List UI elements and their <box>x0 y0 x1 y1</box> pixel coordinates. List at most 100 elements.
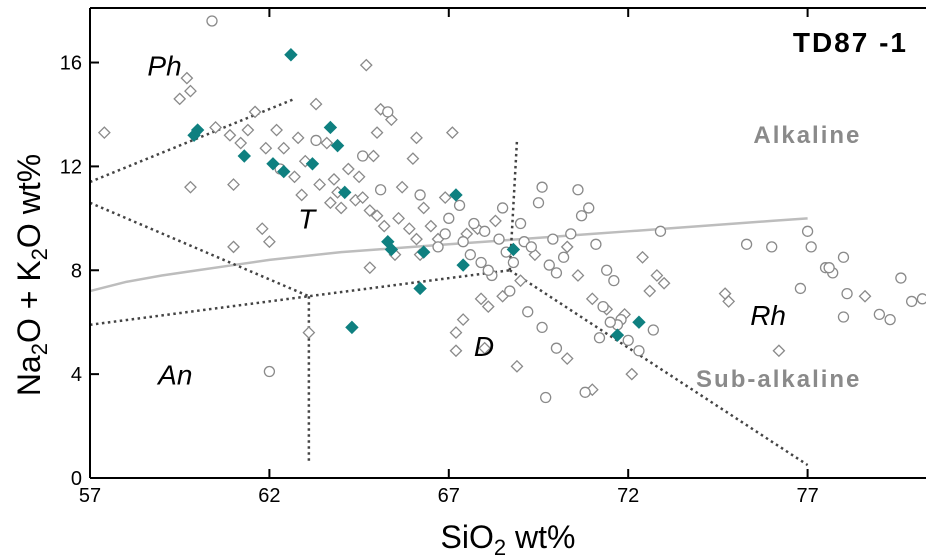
data-point-diamond-14 <box>320 136 334 150</box>
data-point-diamond-56 <box>474 292 488 306</box>
data-point-diamond-76 <box>560 352 574 365</box>
data-point-filled-13 <box>413 281 427 296</box>
data-point-diamond-8 <box>248 105 262 119</box>
data-point-circle-52 <box>740 238 753 250</box>
y-axis-title: Na2O + K2O wt% <box>11 154 52 396</box>
data-point-diamond-46 <box>227 178 240 191</box>
data-point-filled-16 <box>456 258 470 272</box>
data-point-circle-44 <box>579 386 591 398</box>
data-point-diamond-37 <box>410 131 423 145</box>
data-point-circle-1 <box>263 365 276 378</box>
data-point-diamond-21 <box>352 170 366 184</box>
field-label-t: T <box>298 204 317 235</box>
data-point-circle-61 <box>873 308 886 321</box>
data-point-diamond-40 <box>417 201 431 215</box>
data-point-diamond-36 <box>370 126 384 140</box>
data-point-circle-33 <box>496 202 509 214</box>
data-point-circle-42 <box>550 342 563 354</box>
data-point-circle-12 <box>493 233 505 245</box>
data-point-circle-31 <box>536 181 548 193</box>
y-tick-label-0: 0 <box>71 468 82 490</box>
data-point-diamond-54 <box>449 326 463 340</box>
data-point-diamond-83 <box>295 188 309 202</box>
data-point-circle-7 <box>414 189 426 201</box>
data-point-circle-21 <box>565 228 577 240</box>
data-point-diamond-29 <box>402 222 416 236</box>
data-point-diamond-27 <box>377 219 391 233</box>
data-point-circle-60 <box>837 311 850 323</box>
data-point-circle-24 <box>590 238 602 250</box>
data-point-circle-18 <box>543 259 555 271</box>
data-point-circle-51 <box>654 225 667 237</box>
data-point-circle-3 <box>310 134 322 147</box>
data-point-filled-6 <box>305 157 320 171</box>
data-point-diamond-17 <box>313 178 327 191</box>
data-point-diamond-74 <box>478 341 492 355</box>
data-point-diamond-4 <box>209 121 222 134</box>
series-label-alkaline: Alkaline <box>753 122 861 149</box>
x-tick-label-57: 57 <box>79 485 101 507</box>
sample-label: TD87 -1 <box>793 27 908 58</box>
data-point-circle-4 <box>357 150 369 162</box>
data-point-circle-34 <box>514 217 527 230</box>
data-point-circle-49 <box>432 241 444 253</box>
data-point-diamond-49 <box>262 235 276 249</box>
data-point-filled-12 <box>345 320 359 335</box>
data-point-filled-15 <box>449 188 463 202</box>
data-point-diamond-71 <box>722 295 736 308</box>
y-tick-label-8: 8 <box>71 260 82 282</box>
data-point-diamond-16 <box>288 170 301 184</box>
data-point-circle-22 <box>575 210 588 222</box>
data-point-diamond-20 <box>341 162 355 176</box>
data-point-diamond-26 <box>370 209 384 223</box>
data-point-circle-29 <box>633 345 645 357</box>
series-label-sub-alkaline: Sub-alkaline <box>696 366 861 393</box>
data-point-circle-16 <box>525 241 537 253</box>
data-point-diamond-61 <box>560 240 574 254</box>
data-point-circle-65 <box>916 293 926 305</box>
data-point-diamond-2 <box>180 71 194 85</box>
x-axis-title: SiO2 wt% <box>441 519 576 556</box>
data-point-circle-50 <box>439 228 451 240</box>
data-point-diamond-57 <box>481 300 495 314</box>
data-point-filled-9 <box>338 185 352 200</box>
data-point-circle-47 <box>597 300 609 313</box>
data-point-circle-9 <box>453 199 466 211</box>
data-point-diamond-12 <box>291 131 305 145</box>
data-point-diamond-82 <box>323 196 337 210</box>
data-point-filled-3 <box>237 149 251 163</box>
x-tick-label-77: 77 <box>796 485 818 507</box>
field-boundary-4 <box>89 269 510 327</box>
data-point-circle-59 <box>841 287 853 300</box>
data-point-circle-26 <box>608 275 620 287</box>
data-point-diamond-66 <box>636 250 649 264</box>
data-point-circle-20 <box>557 251 570 263</box>
data-point-filled-17 <box>506 242 521 257</box>
field-label-an: An <box>156 360 192 391</box>
data-point-circle-63 <box>895 272 907 284</box>
data-point-diamond-72 <box>772 344 786 358</box>
data-point-diamond-32 <box>367 149 380 163</box>
axes: 57 62 67 72 77 0 4 8 12 16 <box>60 7 926 507</box>
data-point-diamond-69 <box>643 284 657 298</box>
data-point-diamond-80 <box>489 214 502 228</box>
data-point-diamond-31 <box>424 219 438 233</box>
data-point-diamond-25 <box>363 204 377 217</box>
data-point-diamond-55 <box>449 344 463 358</box>
data-point-diamond-45 <box>184 180 197 194</box>
data-point-circle-64 <box>905 295 918 308</box>
data-point-circle-10 <box>468 217 480 230</box>
data-point-diamond-10 <box>270 123 283 137</box>
x-tick-label-67: 67 <box>438 485 460 507</box>
data-point-filled-2 <box>190 123 205 137</box>
data-point-circle-35 <box>547 233 559 245</box>
data-point-diamond-78 <box>625 367 639 381</box>
data-point-circle-43 <box>540 391 552 404</box>
data-point-diamond-51 <box>363 261 377 275</box>
data-point-circle-39 <box>504 285 516 297</box>
data-point-diamond-41 <box>438 191 452 204</box>
data-point-circle-11 <box>479 225 491 237</box>
data-point-circle-17 <box>532 197 545 209</box>
data-point-circle-55 <box>794 282 807 295</box>
